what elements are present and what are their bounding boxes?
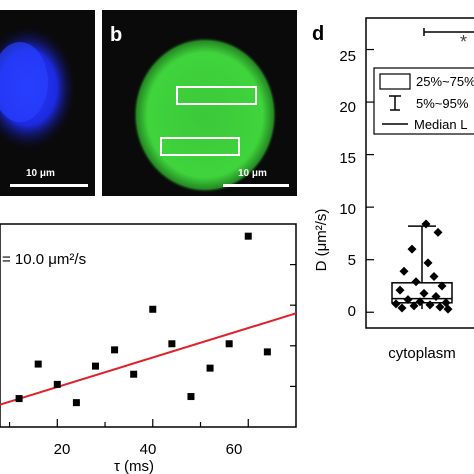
- scatter-point-4: [91, 362, 99, 370]
- scatter-point-9: [187, 393, 195, 401]
- fit-line: [0, 312, 297, 406]
- box-point-7: [437, 281, 447, 291]
- box-point-14: [391, 299, 401, 309]
- y-tick-label-20: 20: [339, 99, 356, 116]
- scale-bar-a: [10, 184, 88, 187]
- scatter-point-1: [34, 360, 42, 368]
- box-point-17: [435, 302, 445, 312]
- box-point-3: [423, 258, 433, 268]
- box-point-18: [397, 303, 407, 313]
- box-point-12: [415, 297, 425, 307]
- box-point-5: [429, 272, 439, 282]
- nucleus-image: [0, 26, 76, 150]
- legend-box-swatch: [379, 73, 411, 90]
- panel-a-image: 10 μm: [0, 10, 95, 196]
- box-point-4: [399, 266, 409, 276]
- scatter-point-10: [206, 364, 214, 372]
- scatter-point-0: [15, 395, 23, 403]
- x-ticks-c: [8, 419, 249, 427]
- legend-entry-median: Median L: [414, 117, 467, 132]
- y-tick-label-10: 10: [339, 201, 356, 218]
- y-tick-label-5: 5: [348, 252, 356, 269]
- x-tick-label-60: 60: [226, 441, 243, 458]
- panel-c-scatter-plot: = 10.0 μm²/s 20 40 60 τ (ms): [0, 223, 297, 474]
- y-axis-label: D (μm²/s): [313, 209, 330, 272]
- y-tick-label-0: 0: [348, 303, 356, 320]
- box-point-9: [419, 288, 429, 298]
- x-tick-label-20: 20: [54, 441, 71, 458]
- scatter-point-11: [225, 340, 233, 348]
- y-tick-label-25: 25: [339, 48, 356, 65]
- plot-frame-c: [0, 223, 297, 428]
- plot-frame-d: [365, 17, 474, 329]
- scatter-point-5: [111, 346, 119, 354]
- y-tick-label-15: 15: [339, 150, 356, 167]
- box-point-6: [411, 277, 421, 287]
- legend: 25%~75% 5%~95% Median L: [373, 67, 474, 135]
- scatter-point-7: [149, 305, 157, 313]
- significance-star: *: [460, 32, 467, 52]
- box-point-10: [431, 291, 441, 301]
- legend-entry-iqr: 25%~75%: [416, 74, 474, 89]
- scale-label-b: 10 μm: [238, 168, 267, 179]
- box-point-15: [425, 300, 435, 310]
- scatter-point-3: [72, 399, 80, 407]
- scatter-point-2: [53, 380, 61, 388]
- y-ticks-c: [290, 263, 296, 387]
- scatter-point-6: [130, 370, 138, 378]
- y-ticks-d: [366, 48, 374, 313]
- box-point-16: [409, 301, 419, 311]
- box-point-2: [407, 244, 417, 254]
- box-point-0: [421, 219, 431, 229]
- panel-label-b: b: [110, 24, 123, 46]
- x-tick-label-40: 40: [140, 441, 157, 458]
- scale-label-a: 10 μm: [26, 168, 55, 179]
- scatter-point-13: [263, 348, 271, 356]
- scatter-points: [15, 232, 271, 407]
- box-point-11: [403, 295, 413, 305]
- scale-bar-b: [223, 184, 289, 187]
- annotation-text: = 10.0 μm²/s: [2, 251, 86, 268]
- x-axis-label: τ (ms): [114, 458, 154, 474]
- box-points: [391, 219, 453, 314]
- box-point-19: [443, 304, 453, 314]
- panel-d-box-plot: d D (μm²/s) 0 5 10 15 20 25 * 25%~75% 5%…: [312, 17, 474, 362]
- scatter-point-8: [168, 340, 176, 348]
- scatter-point-12: [244, 232, 252, 240]
- box-point-1: [433, 227, 443, 237]
- box-point-8: [395, 285, 405, 295]
- legend-entry-whisker: 5%~95%: [416, 96, 469, 111]
- panel-label-d: d: [312, 23, 324, 45]
- box-cytoplasm: [391, 225, 453, 310]
- roi-box-lower: [160, 137, 240, 156]
- roi-box-upper: [176, 86, 257, 105]
- panel-b-image: b 10 μm: [102, 10, 297, 196]
- x-category-label: cytoplasm: [388, 345, 456, 362]
